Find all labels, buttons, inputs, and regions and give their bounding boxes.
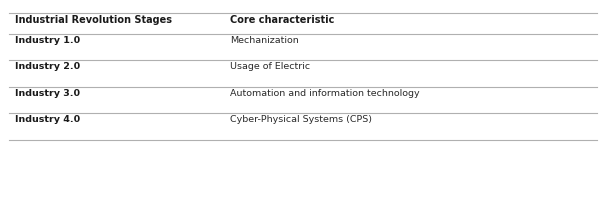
Text: Automation and information technology: Automation and information technology	[230, 89, 420, 98]
Text: Cyber-Physical Systems (CPS): Cyber-Physical Systems (CPS)	[230, 115, 372, 124]
Text: Industrial Revolution Stages: Industrial Revolution Stages	[15, 15, 172, 25]
Text: Usage of Electric: Usage of Electric	[230, 62, 310, 71]
Text: Industry 2.0: Industry 2.0	[15, 62, 80, 71]
Text: Industry 4.0: Industry 4.0	[15, 115, 80, 124]
Text: Industry 1.0: Industry 1.0	[15, 36, 80, 45]
Text: Mechanization: Mechanization	[230, 36, 299, 45]
Text: Industry 3.0: Industry 3.0	[15, 89, 80, 98]
Text: Core characteristic: Core characteristic	[230, 15, 335, 25]
